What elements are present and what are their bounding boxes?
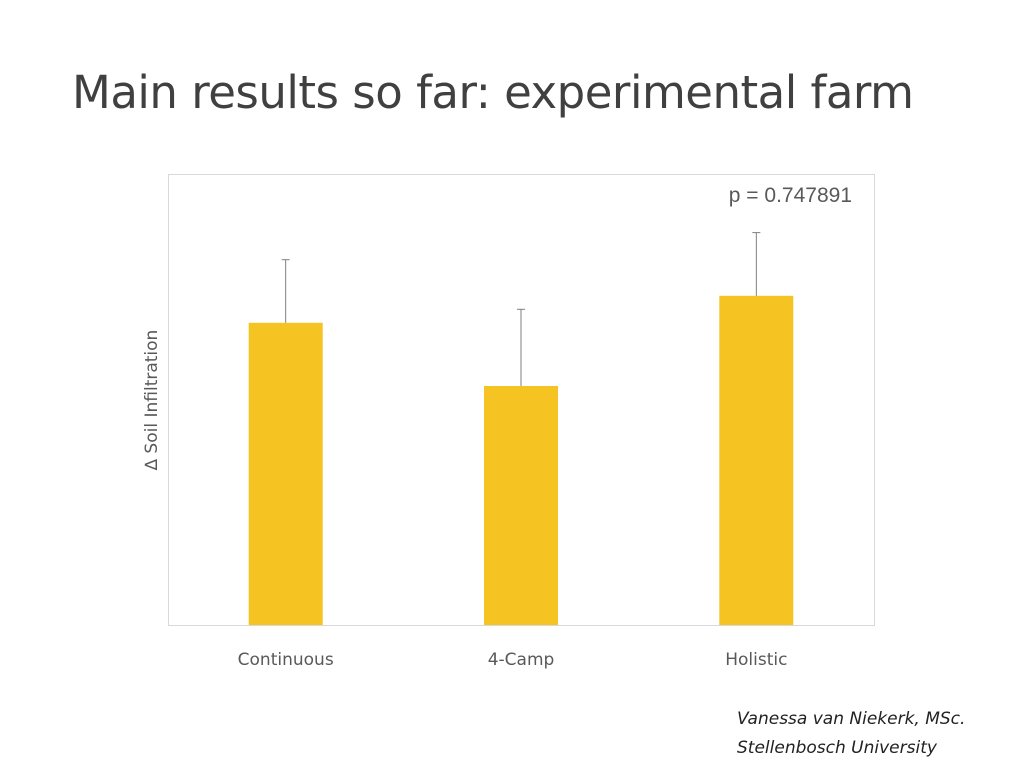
author-credit: Vanessa van Niekerk, MSc. Stellenbosch U… [737, 705, 965, 763]
bars-layer [248, 295, 794, 625]
x-tick-label: 4-Camp [488, 650, 555, 670]
x-tick-labels: Continuous 4-Camp Holistic [238, 650, 788, 670]
credit-affiliation: Stellenbosch University [737, 738, 937, 758]
bar-continuous [248, 322, 323, 625]
slide-title: Main results so far: experimental farm [72, 66, 914, 119]
plot-area-border [168, 174, 875, 626]
error-bar-continuous [281, 259, 290, 323]
x-tick-label: Holistic [725, 650, 787, 670]
x-tick-label: Continuous [238, 650, 334, 670]
error-bars-layer [281, 232, 761, 386]
y-axis-label: ∆ Soil Infiltration [142, 329, 162, 471]
p-value-annotation: p = 0.747891 [728, 184, 852, 207]
credit-name: Vanessa van Niekerk, MSc. [737, 709, 966, 729]
error-bar-holistic [752, 232, 761, 296]
bar-holistic [719, 295, 794, 625]
bar-4-camp [484, 386, 558, 625]
error-bar-4-camp [517, 308, 525, 386]
